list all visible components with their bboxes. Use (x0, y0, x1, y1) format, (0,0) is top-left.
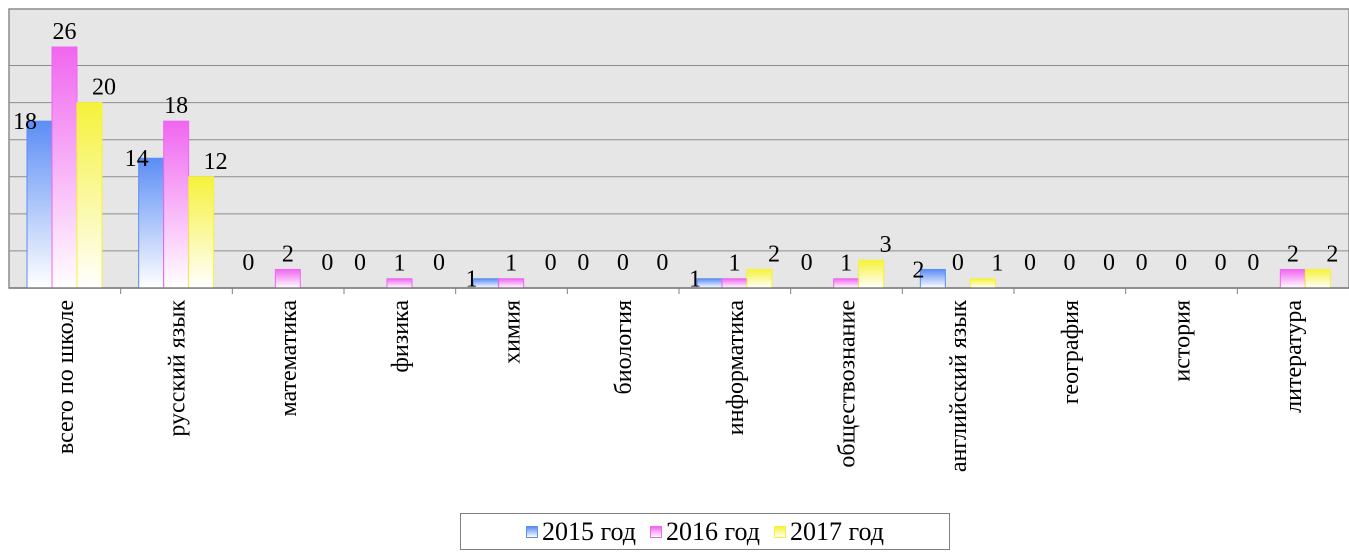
data-label: 0 (577, 250, 589, 276)
bar (76, 102, 103, 289)
data-label: 0 (545, 250, 557, 276)
legend-label: 2016 год (666, 516, 760, 546)
bar (833, 278, 860, 289)
data-label: 0 (952, 250, 964, 276)
data-label: 1 (991, 251, 1003, 277)
data-label: 18 (164, 93, 188, 119)
data-label: 0 (1064, 250, 1076, 276)
bar (721, 278, 748, 289)
category-label: история (1170, 300, 1196, 382)
legend: 2015 год 2016 год 2017 год (460, 513, 950, 550)
category-label: физика (388, 300, 414, 373)
bar (1304, 268, 1331, 289)
legend-label: 2015 год (542, 516, 636, 546)
bar (858, 259, 885, 289)
bar (386, 278, 413, 289)
data-label: 18 (13, 109, 37, 135)
data-label: 2 (282, 241, 294, 267)
category-label: обществознание (835, 300, 861, 468)
category-label: биология (611, 300, 637, 394)
bar (138, 157, 165, 289)
legend-swatch (650, 525, 662, 538)
category-label: химия (500, 300, 526, 364)
legend-item: 2015 год (526, 517, 636, 547)
data-label: 0 (617, 250, 629, 276)
data-label: 3 (880, 232, 892, 258)
legend-item: 2016 год (650, 517, 760, 547)
data-label: 2 (912, 257, 924, 283)
bar (26, 120, 53, 289)
data-label: 1 (729, 251, 741, 277)
data-label: 0 (354, 250, 366, 276)
data-label: 0 (1024, 250, 1036, 276)
bar (1279, 268, 1306, 289)
data-label: 0 (1175, 250, 1187, 276)
data-label: 0 (801, 250, 813, 276)
bar (188, 176, 215, 289)
data-label: 0 (1136, 250, 1148, 276)
legend-swatch (774, 525, 786, 538)
bar (51, 46, 78, 289)
category-label: математика (276, 300, 302, 417)
category-label: литература (1281, 300, 1307, 413)
data-label: 0 (1247, 250, 1259, 276)
legend-label: 2017 год (790, 516, 884, 546)
data-label: 0 (1103, 250, 1115, 276)
bar (746, 268, 773, 289)
data-label: 2 (1326, 241, 1338, 267)
category-label: всего по школе (53, 300, 79, 454)
data-label: 0 (321, 250, 333, 276)
data-label: 1 (394, 251, 406, 277)
data-label: 1 (689, 267, 701, 293)
data-label: 1 (505, 251, 517, 277)
data-label: 0 (656, 250, 668, 276)
data-label: 0 (433, 250, 445, 276)
x-ticks (120, 288, 1238, 294)
data-label: 1 (466, 267, 478, 293)
bar (163, 120, 190, 289)
data-label: 14 (125, 146, 149, 172)
category-labels: всего по школе русский язык математика физи… (53, 300, 1307, 472)
data-label: 1 (840, 251, 852, 277)
category-label: английский язык (946, 300, 972, 472)
category-label: информатика (723, 300, 749, 436)
legend-item: 2017 год (774, 517, 884, 547)
data-label: 2 (768, 241, 780, 267)
category-label: география (1058, 300, 1084, 404)
data-label: 26 (53, 19, 77, 45)
gridlines (9, 65, 1349, 252)
data-label: 12 (204, 149, 228, 175)
bar (274, 268, 301, 289)
bar (969, 278, 996, 289)
data-label: 20 (92, 75, 116, 101)
legend-swatch (526, 525, 538, 538)
data-label: 0 (1215, 250, 1227, 276)
plot-area (8, 8, 1349, 289)
data-label: 0 (242, 250, 254, 276)
data-label: 2 (1287, 241, 1299, 267)
bar (498, 278, 525, 289)
category-label: русский язык (165, 300, 191, 437)
